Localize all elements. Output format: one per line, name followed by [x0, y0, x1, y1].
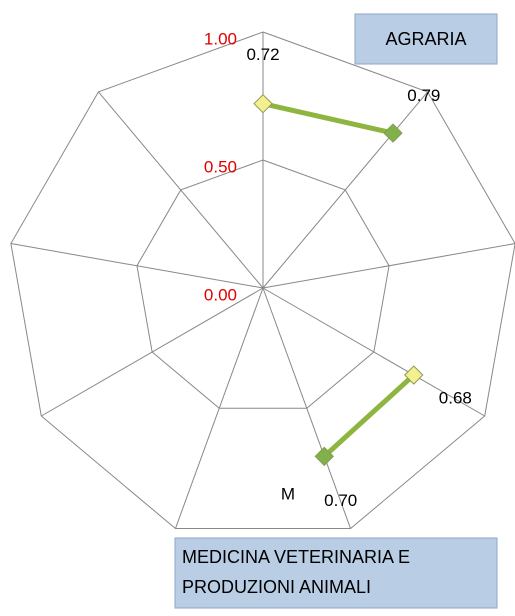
- value-label: 0.70: [324, 491, 357, 510]
- value-label: 0.68: [439, 389, 472, 408]
- tick-label: 0.50: [204, 157, 237, 176]
- legend-label: AGRARIA: [385, 29, 466, 49]
- marker: [404, 365, 424, 385]
- annotation: M: [281, 484, 295, 503]
- marker: [253, 93, 273, 114]
- marker: [314, 446, 334, 467]
- value-label: 0.79: [407, 86, 440, 105]
- legend-box: [354, 13, 498, 65]
- tick-label: 1.00: [204, 29, 237, 48]
- grid-ring: [136, 159, 390, 409]
- legend-box: [174, 537, 498, 609]
- value-label: 0.72: [246, 45, 279, 64]
- grid-center: [262, 287, 264, 289]
- legend-label: MEDICINA VETERINARIA E PRODUZIONI ANIMAL…: [182, 547, 411, 597]
- marker: [383, 123, 403, 143]
- series-line: [262, 101, 394, 136]
- series-line: [322, 373, 416, 459]
- grid-ring: [10, 31, 515, 530]
- tick-label: 0.00: [204, 285, 237, 304]
- legend-label-wrap: MEDICINA VETERINARIA E PRODUZIONI ANIMAL…: [182, 547, 411, 597]
